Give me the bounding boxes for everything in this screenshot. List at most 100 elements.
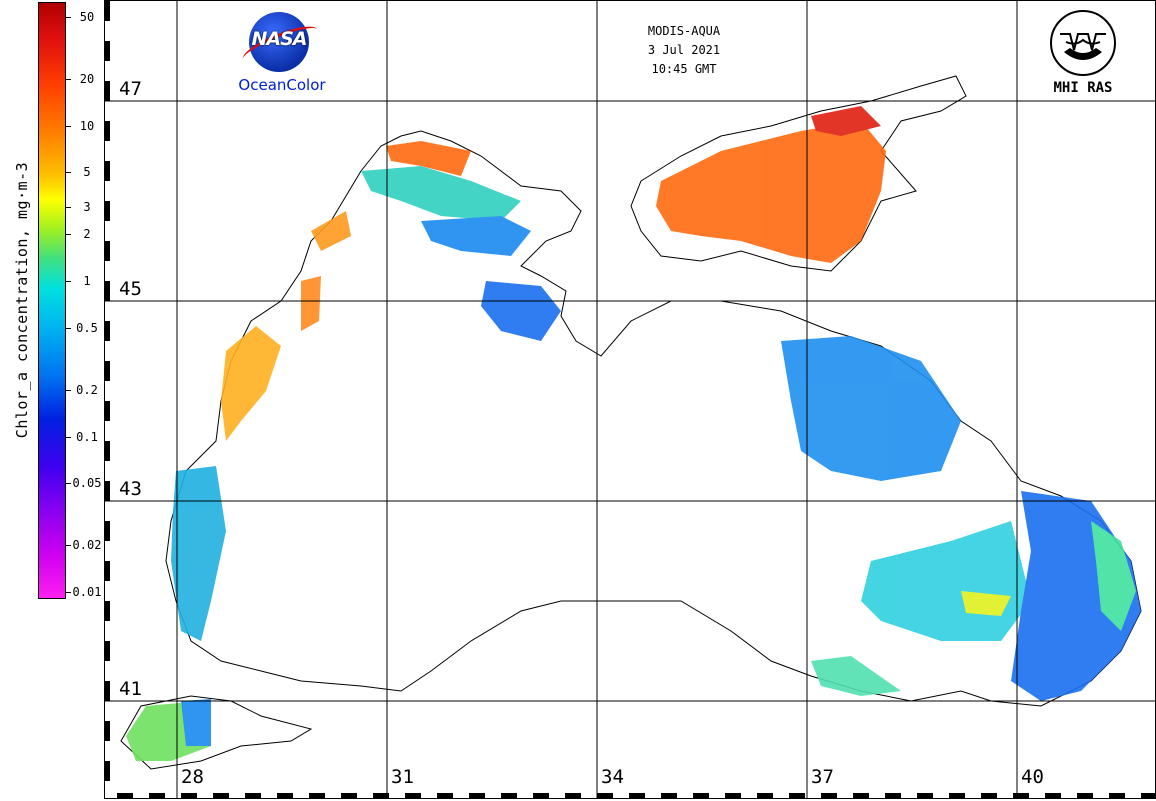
bottom-ruler-segment bbox=[725, 793, 741, 798]
bottom-ruler-segment bbox=[373, 793, 389, 798]
left-ruler-segment bbox=[105, 441, 110, 461]
patch-bulgaria-coast bbox=[171, 466, 226, 641]
patch-west-offshore bbox=[481, 281, 561, 341]
patch-southeast-cyan bbox=[861, 521, 1031, 641]
bottom-ruler-segment bbox=[1013, 793, 1029, 798]
colorbar-tick-label: 3 bbox=[83, 199, 91, 214]
colorbar-tick bbox=[66, 206, 71, 208]
patch-odessa-low bbox=[421, 216, 531, 256]
colorbar-tick bbox=[66, 327, 71, 329]
bottom-ruler-segment bbox=[437, 793, 453, 798]
colorbar-tick bbox=[66, 234, 71, 236]
bottom-ruler-segment bbox=[277, 793, 293, 798]
bottom-ruler-segment bbox=[757, 793, 773, 798]
left-ruler-segment bbox=[105, 321, 110, 341]
bottom-ruler-segment bbox=[1045, 793, 1061, 798]
bottom-ruler-segment bbox=[629, 793, 645, 798]
colorbar-tick-label: 2 bbox=[83, 227, 91, 242]
latitude-label: 43 bbox=[118, 478, 143, 500]
left-ruler-segment bbox=[105, 681, 110, 701]
left-ruler-segment bbox=[105, 761, 110, 781]
bottom-ruler-segment bbox=[853, 793, 869, 798]
bottom-ruler-segment bbox=[981, 793, 997, 798]
bottom-ruler-segment bbox=[181, 793, 197, 798]
bottom-ruler-segment bbox=[949, 793, 965, 798]
graticule bbox=[105, 1, 1155, 798]
left-ruler-segment bbox=[105, 481, 110, 501]
colorbar-tick-label: 0.02 bbox=[72, 538, 102, 553]
bottom-ruler-segment bbox=[885, 793, 901, 798]
latitude-label: 47 bbox=[118, 78, 143, 100]
bottom-ruler-segment bbox=[309, 793, 325, 798]
bottom-ruler-segment bbox=[405, 793, 421, 798]
bottom-ruler-segment bbox=[661, 793, 677, 798]
colorbar-tick-label: 0.01 bbox=[72, 585, 102, 599]
left-ruler-segment bbox=[105, 161, 110, 181]
sensor-name: MODIS-AQUA bbox=[647, 24, 721, 38]
acquisition-date: 3 Jul 2021 bbox=[647, 43, 721, 57]
patch-east-blue bbox=[781, 336, 961, 481]
bottom-ruler-segment bbox=[469, 793, 485, 798]
bottom-ruler-segment bbox=[1077, 793, 1093, 798]
bottom-ruler-segment bbox=[1141, 793, 1155, 798]
bottom-ruler-segment bbox=[117, 793, 133, 798]
patch-southeast-yellow bbox=[961, 591, 1011, 616]
left-ruler-segment bbox=[105, 281, 110, 301]
left-ruler-segment bbox=[105, 601, 110, 621]
bottom-ruler-segment bbox=[213, 793, 229, 798]
colorbar-tick bbox=[66, 389, 71, 391]
map-canvas bbox=[105, 1, 1155, 798]
left-ruler-segment bbox=[105, 1, 110, 21]
colorbar-tick-label: 5 bbox=[83, 165, 91, 180]
mhi-emblem-icon bbox=[1050, 10, 1116, 76]
patch-batumi-cyan bbox=[1091, 521, 1136, 631]
colorbar-tick bbox=[66, 436, 71, 438]
nasa-wordmark: NASA bbox=[251, 28, 308, 50]
bottom-ruler-segment bbox=[917, 793, 933, 798]
bottom-ruler-segment bbox=[149, 793, 165, 798]
latitude-label: 45 bbox=[118, 278, 143, 300]
bottom-ruler-segment bbox=[821, 793, 837, 798]
patch-romania-coast bbox=[221, 326, 281, 441]
bottom-ruler-segment bbox=[341, 793, 357, 798]
latitude-label: 41 bbox=[118, 678, 143, 700]
colorbar-tick bbox=[66, 17, 71, 18]
patch-marmara-blue bbox=[181, 699, 211, 746]
oceancolor-caption: OceanColor bbox=[238, 76, 326, 94]
left-ruler-segment bbox=[105, 81, 110, 101]
mhi-ras-caption: MHI RAS bbox=[1053, 80, 1113, 96]
chlorophyll-overlay bbox=[126, 106, 1141, 761]
longitude-label: 34 bbox=[600, 766, 625, 788]
left-ruler-segment bbox=[105, 121, 110, 141]
bottom-ruler-segment bbox=[501, 793, 517, 798]
colorbar-tick-label: 0.5 bbox=[76, 320, 98, 335]
colorbar-tick bbox=[66, 545, 71, 547]
left-ruler-segment bbox=[105, 521, 110, 541]
left-ruler-segment bbox=[105, 201, 110, 221]
longitude-label: 28 bbox=[180, 766, 205, 788]
longitude-label: 40 bbox=[1020, 766, 1045, 788]
colorbar-tick-label: 50 bbox=[79, 10, 95, 24]
marmara-coastline bbox=[120, 695, 313, 770]
colorbar-tick bbox=[66, 172, 71, 174]
patch-azov-dark bbox=[811, 106, 881, 136]
colorbar-tick bbox=[66, 483, 71, 485]
colorbar-tick-label: 0.05 bbox=[72, 476, 102, 491]
left-ruler-segment bbox=[105, 361, 110, 381]
colorbar-tick bbox=[66, 592, 71, 593]
colorbar-gradient bbox=[38, 2, 66, 599]
colorbar-title: Chlor_a concentration, mg·m-3 bbox=[13, 161, 31, 439]
nasa-meatball-icon bbox=[249, 12, 309, 72]
map-frame: 47 45 43 41 28 31 34 37 40 bbox=[104, 0, 1156, 799]
colorbar-tick-label: 0.1 bbox=[76, 429, 98, 444]
colorbar-tick bbox=[66, 281, 71, 283]
patch-danube-high bbox=[311, 211, 351, 251]
bottom-ruler-segment bbox=[597, 793, 613, 798]
acquisition-info: MODIS-AQUA 3 Jul 2021 10:45 GMT bbox=[620, 22, 748, 79]
patch-turkey-coast bbox=[811, 656, 901, 696]
acquisition-time: 10:45 GMT bbox=[651, 62, 717, 76]
bottom-ruler-segment bbox=[693, 793, 709, 798]
longitude-label: 37 bbox=[810, 766, 835, 788]
bottom-ruler-segment bbox=[789, 793, 805, 798]
colorbar-tick-label: 10 bbox=[79, 118, 95, 133]
